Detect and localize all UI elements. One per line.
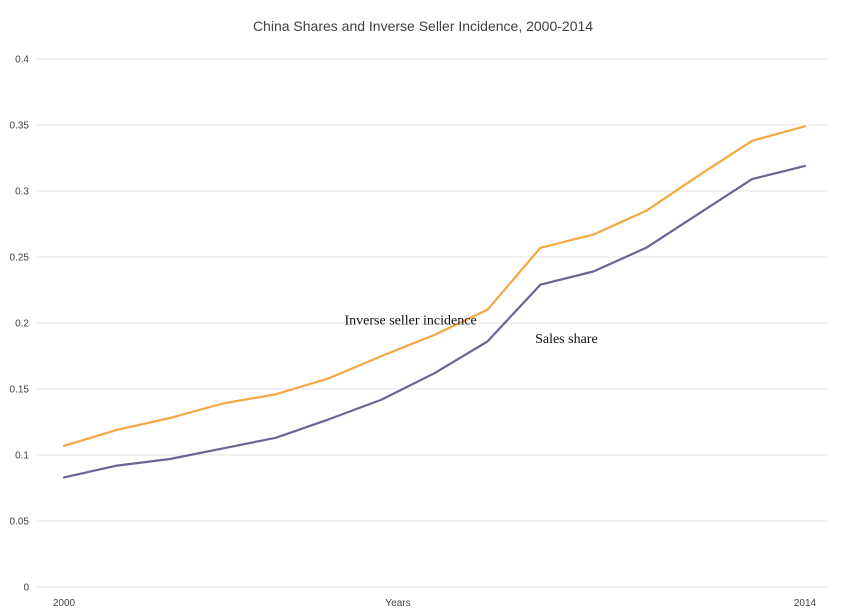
y-tick-label: 0.1 bbox=[15, 451, 29, 462]
y-tick-label: 0.4 bbox=[15, 55, 29, 66]
series-lines bbox=[62, 125, 807, 479]
annotation-label: Sales share bbox=[535, 332, 598, 347]
chart-title: China Shares and Inverse Seller Incidenc… bbox=[253, 18, 593, 34]
x-tick-label: 2000 bbox=[53, 598, 76, 609]
y-tick-label: 0.25 bbox=[10, 253, 30, 264]
annotations: Inverse seller incidence Sales share bbox=[345, 313, 598, 346]
annotation-label: Inverse seller incidence bbox=[345, 313, 477, 328]
x-tick-label: 2014 bbox=[794, 598, 817, 609]
y-tick-label: 0.15 bbox=[10, 385, 30, 396]
y-tick-label: 0.05 bbox=[10, 517, 30, 528]
gridlines bbox=[36, 58, 829, 588]
x-axis-label: Years bbox=[385, 598, 410, 609]
y-tick-label: 0.2 bbox=[15, 319, 29, 330]
series-line-sales-share bbox=[62, 164, 807, 479]
y-tick-label: 0 bbox=[23, 583, 29, 594]
y-tick-label: 0.3 bbox=[15, 187, 29, 198]
y-axis-ticks: 0 0.05 0.1 0.15 0.2 0.25 0.3 0.35 0.4 bbox=[10, 55, 30, 594]
series-line-inverse-seller-incidence bbox=[62, 125, 807, 447]
x-axis-ticks: 2000 2014 bbox=[53, 598, 817, 609]
y-tick-label: 0.35 bbox=[10, 121, 30, 132]
